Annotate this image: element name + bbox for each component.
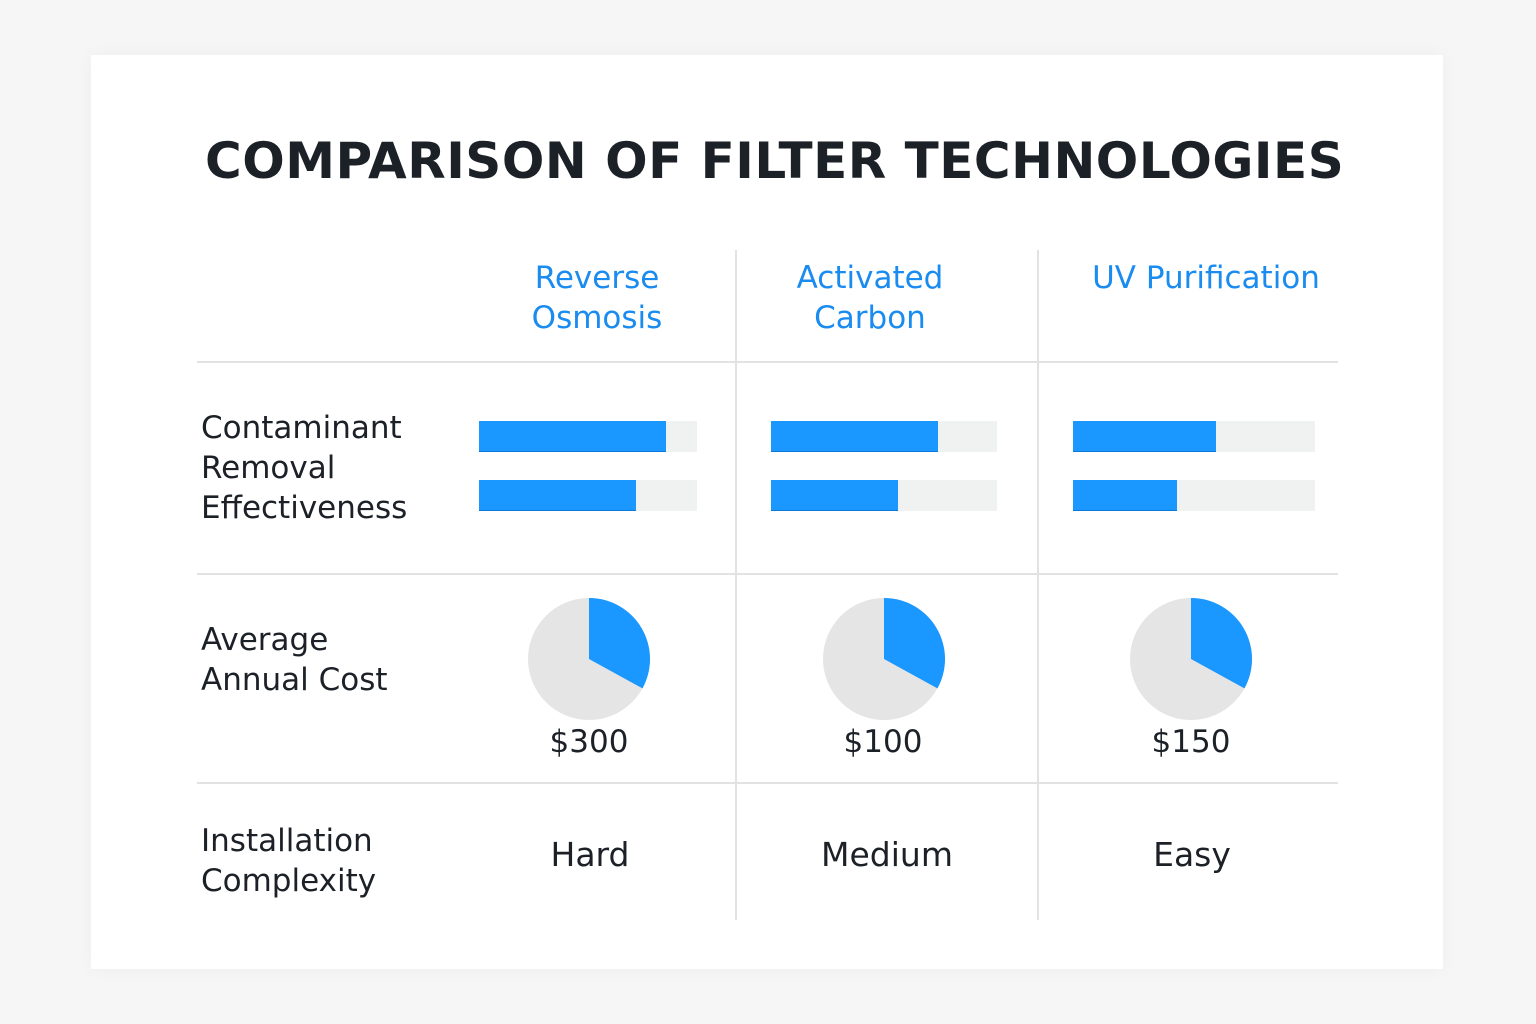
cost-pie [1130, 598, 1252, 720]
column-header-uv-purification: UV Purification [1092, 260, 1320, 296]
row-label-effectiveness: Contaminant Removal Effectiveness [201, 410, 408, 526]
infographic-card [91, 55, 1443, 969]
pie-slice [1191, 598, 1252, 689]
column-header-reverse-osmosis: Reverse Osmosis [531, 260, 663, 336]
effectiveness-bar-fill [479, 421, 667, 452]
effectiveness-bar-fill [479, 480, 636, 511]
row-label-cost: Average Annual Cost [201, 622, 388, 698]
effectiveness-bar-fill [771, 480, 898, 511]
divider [197, 361, 1338, 363]
divider [735, 250, 737, 920]
cost-pie [823, 598, 945, 720]
effectiveness-bar-track [771, 421, 997, 452]
chart-title: COMPARISON OF FILTER TECHNOLOGIES [205, 132, 1345, 190]
effectiveness-bar-track [479, 480, 697, 511]
effectiveness-bar-track [771, 480, 997, 511]
cost-value: $100 [843, 724, 923, 760]
effectiveness-bar-fill [1073, 480, 1178, 511]
installation-value: Medium [821, 835, 953, 874]
divider [197, 573, 1338, 575]
column-header-activated-carbon: Activated Carbon [796, 260, 944, 336]
effectiveness-bar-track [479, 421, 697, 452]
cost-value: $300 [549, 724, 629, 760]
pie-slice [589, 598, 650, 689]
installation-value: Easy [1153, 835, 1231, 874]
row-label-installation: Installation Complexity [201, 823, 377, 899]
effectiveness-bar-track [1073, 480, 1315, 511]
effectiveness-bar-fill [1073, 421, 1216, 452]
effectiveness-bar-track [1073, 421, 1315, 452]
divider [197, 782, 1338, 784]
cost-value: $150 [1151, 724, 1231, 760]
divider [1037, 250, 1039, 920]
cost-pie [528, 598, 650, 720]
installation-value: Hard [550, 835, 630, 874]
pie-slice [884, 598, 945, 689]
effectiveness-bar-fill [771, 421, 939, 452]
